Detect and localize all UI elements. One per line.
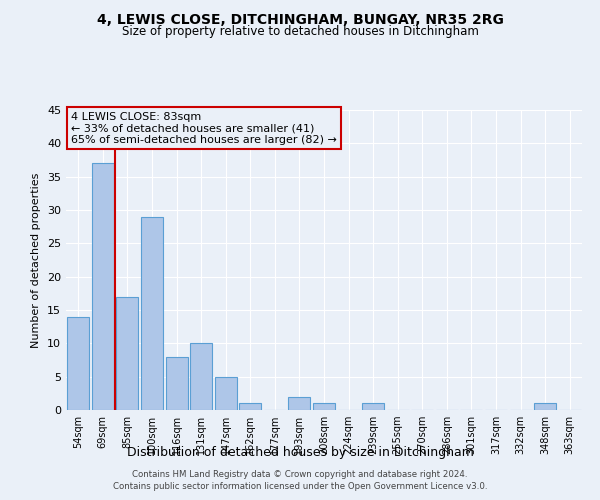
- Bar: [313, 404, 335, 410]
- Bar: [141, 216, 163, 410]
- Text: Distribution of detached houses by size in Ditchingham: Distribution of detached houses by size …: [127, 446, 473, 459]
- Y-axis label: Number of detached properties: Number of detached properties: [31, 172, 41, 348]
- Bar: [362, 404, 384, 410]
- Text: 4, LEWIS CLOSE, DITCHINGHAM, BUNGAY, NR35 2RG: 4, LEWIS CLOSE, DITCHINGHAM, BUNGAY, NR3…: [97, 12, 503, 26]
- Bar: [215, 376, 237, 410]
- Text: Contains public sector information licensed under the Open Government Licence v3: Contains public sector information licen…: [113, 482, 487, 491]
- Text: 4 LEWIS CLOSE: 83sqm
← 33% of detached houses are smaller (41)
65% of semi-detac: 4 LEWIS CLOSE: 83sqm ← 33% of detached h…: [71, 112, 337, 144]
- Bar: [92, 164, 114, 410]
- Bar: [534, 404, 556, 410]
- Bar: [116, 296, 139, 410]
- Bar: [289, 396, 310, 410]
- Text: Size of property relative to detached houses in Ditchingham: Size of property relative to detached ho…: [122, 25, 478, 38]
- Text: Contains HM Land Registry data © Crown copyright and database right 2024.: Contains HM Land Registry data © Crown c…: [132, 470, 468, 479]
- Bar: [166, 356, 188, 410]
- Bar: [67, 316, 89, 410]
- Bar: [239, 404, 262, 410]
- Bar: [190, 344, 212, 410]
